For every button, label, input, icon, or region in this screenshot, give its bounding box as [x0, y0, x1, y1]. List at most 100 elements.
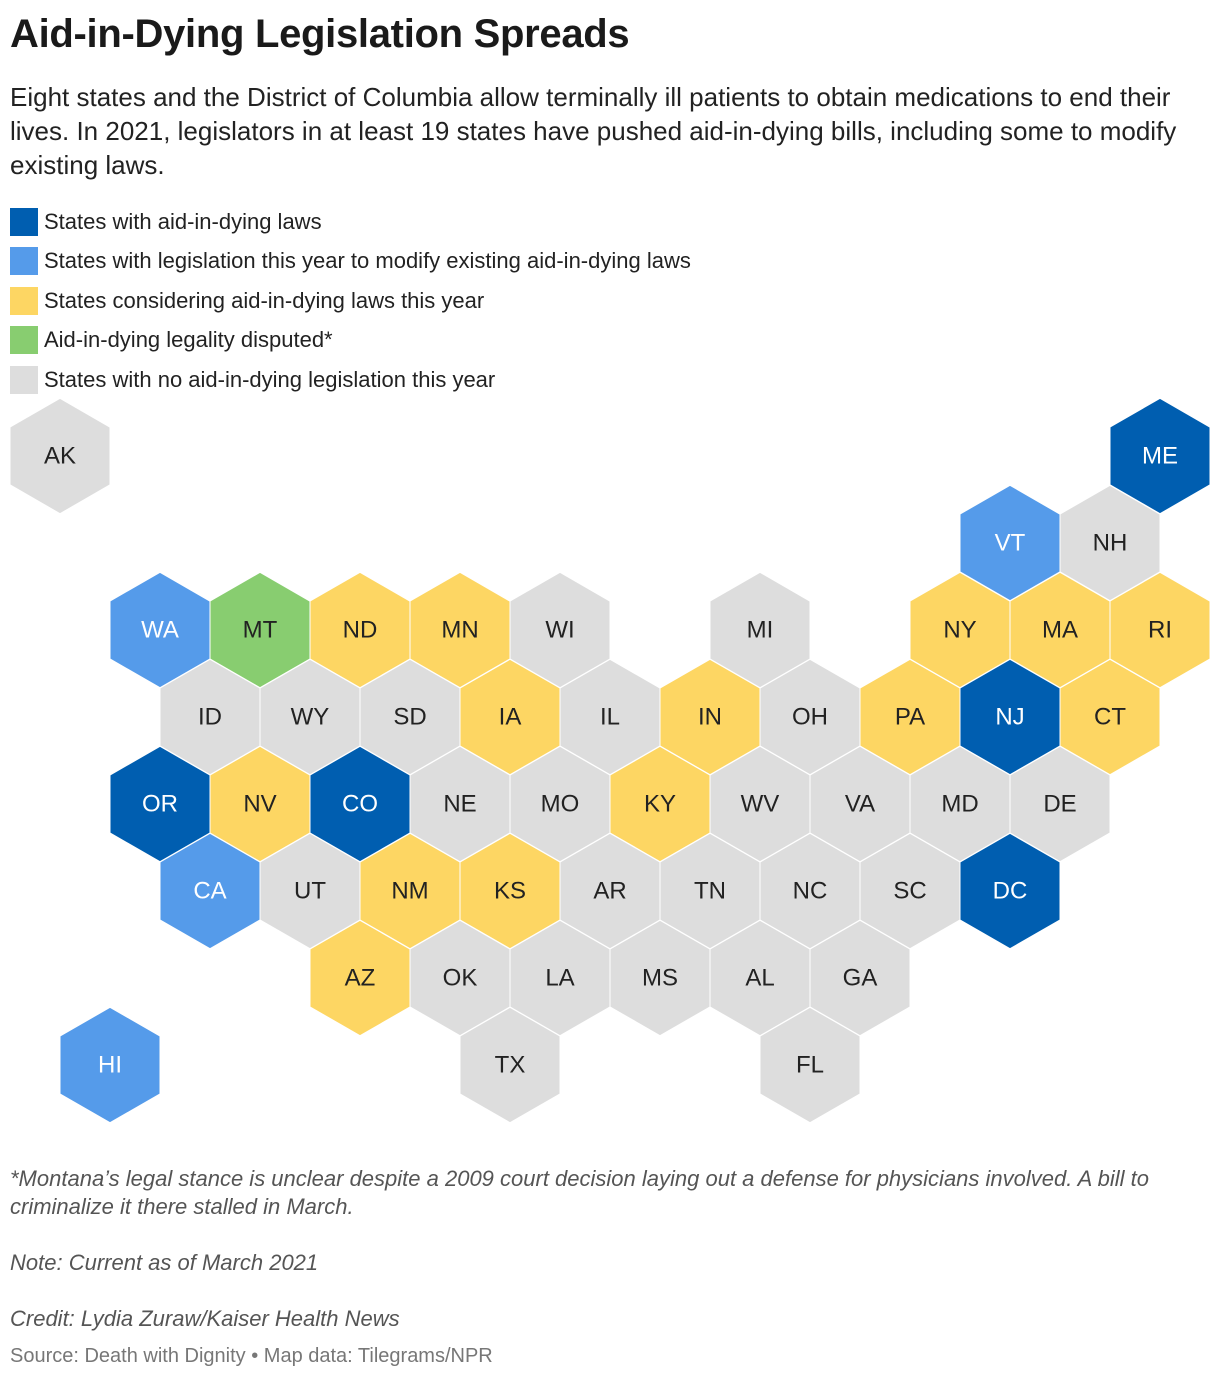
hex-map: AK ME VT NH WA MT ND MN WI MI NY MA RI ID WY SD IA IL IN OH…: [9, 397, 1211, 1124]
state-label-az: AZ: [345, 965, 376, 992]
state-label-nj: NJ: [995, 704, 1024, 731]
state-label-fl: FL: [796, 1052, 824, 1079]
state-label-ca: CA: [193, 878, 226, 905]
state-label-ar: AR: [593, 878, 626, 905]
state-tile-ky: KY: [609, 745, 711, 863]
state-label-me: ME: [1142, 443, 1178, 470]
state-label-nc: NC: [793, 878, 828, 905]
state-label-wa: WA: [141, 617, 179, 644]
state-tile-ny: NY: [909, 571, 1011, 689]
state-label-mo: MO: [541, 791, 580, 818]
state-label-ks: KS: [494, 878, 526, 905]
state-label-oh: OH: [792, 704, 828, 731]
state-label-in: IN: [698, 704, 722, 731]
legend-label-law: States with aid-in-dying laws: [44, 208, 322, 234]
state-label-ne: NE: [443, 791, 476, 818]
state-tile-nm: NM: [359, 832, 461, 950]
state-tile-ok: OK: [409, 919, 511, 1037]
state-label-ga: GA: [843, 965, 878, 992]
state-label-sd: SD: [393, 704, 426, 731]
state-tile-wi: WI: [509, 571, 611, 689]
state-label-mi: MI: [747, 617, 774, 644]
state-label-ct: CT: [1094, 704, 1126, 731]
legend-item-considering: States considering aid-in-dying laws thi…: [10, 281, 691, 321]
state-label-sc: SC: [893, 878, 926, 905]
state-label-md: MD: [941, 791, 978, 818]
state-label-va: VA: [845, 791, 875, 818]
state-label-ny: NY: [943, 617, 976, 644]
state-label-dc: DC: [993, 878, 1028, 905]
legend-item-none: States with no aid-in-dying legislation …: [10, 360, 691, 400]
legend-label-modify: States with legislation this year to mod…: [44, 248, 691, 274]
legend-item-modify: States with legislation this year to mod…: [10, 242, 691, 282]
state-label-nd: ND: [343, 617, 378, 644]
state-label-vt: VT: [995, 530, 1026, 557]
state-label-wv: WV: [741, 791, 780, 818]
state-label-ma: MA: [1042, 617, 1078, 644]
legend-swatch-none: [10, 365, 38, 394]
state-label-il: IL: [600, 704, 620, 731]
state-label-ut: UT: [294, 878, 326, 905]
state-tile-ak: AK: [9, 397, 111, 515]
state-label-ms: MS: [642, 965, 678, 992]
state-hex-ak: [9, 397, 111, 515]
state-label-ak: AK: [44, 443, 76, 470]
state-tile-va: VA: [809, 745, 911, 863]
state-tile-ri: RI: [1109, 571, 1211, 689]
legend-swatch-law: [10, 207, 38, 236]
state-tile-nc: NC: [759, 832, 861, 950]
state-tile-tx: TX: [459, 1006, 561, 1124]
state-label-tx: TX: [495, 1052, 526, 1079]
legend-label-disputed: Aid-in-dying legality disputed*: [44, 327, 333, 353]
page-title: Aid-in-Dying Legislation Spreads: [10, 12, 630, 56]
state-tile-ca: CA: [159, 832, 261, 950]
state-tile-wy: WY: [259, 658, 361, 776]
state-tile-vt: VT: [959, 484, 1061, 602]
state-tile-me: ME: [1109, 397, 1211, 515]
state-label-ri: RI: [1148, 617, 1172, 644]
state-tile-mt: MT: [209, 571, 311, 689]
footnote-montana: *Montana’s legal stance is unclear despi…: [10, 1166, 1149, 1219]
state-label-id: ID: [198, 704, 222, 731]
state-tile-mi: MI: [709, 571, 811, 689]
state-label-ok: OK: [443, 965, 478, 992]
state-label-ky: KY: [644, 791, 676, 818]
state-label-nh: NH: [1093, 530, 1128, 557]
state-label-nv: NV: [243, 791, 276, 818]
state-tile-il: IL: [559, 658, 661, 776]
state-label-pa: PA: [895, 704, 925, 731]
legend-label-considering: States considering aid-in-dying laws thi…: [44, 287, 485, 313]
state-tile-md: MD: [909, 745, 1011, 863]
state-label-al: AL: [745, 965, 774, 992]
state-label-hi: HI: [98, 1052, 122, 1079]
state-tile-ks: KS: [459, 832, 561, 950]
state-tile-hi: HI: [59, 1006, 161, 1124]
legend-swatch-considering: [10, 286, 38, 315]
legend-item-disputed: Aid-in-dying legality disputed*: [10, 321, 691, 361]
state-hex-dc: [959, 832, 1061, 950]
state-label-la: LA: [545, 965, 574, 992]
state-label-wi: WI: [545, 617, 574, 644]
state-label-or: OR: [142, 791, 178, 818]
legend-swatch-disputed: [10, 326, 38, 355]
legend-label-none: States with no aid-in-dying legislation …: [44, 366, 496, 392]
chart-description: Eight states and the District of Columbi…: [10, 82, 1177, 180]
footnote-note: Note: Current as of March 2021: [10, 1250, 319, 1275]
legend: States with aid-in-dying laws States wit…: [10, 202, 691, 400]
state-label-de: DE: [1043, 791, 1076, 818]
state-label-ia: IA: [499, 704, 522, 731]
state-tile-ut: UT: [259, 832, 361, 950]
state-tile-ga: GA: [809, 919, 911, 1037]
footnote-source: Source: Death with Dignity • Map data: T…: [10, 1345, 493, 1367]
state-tile-fl: FL: [759, 1006, 861, 1124]
legend-swatch-modify: [10, 247, 38, 276]
state-hex-fl: [759, 1006, 861, 1124]
state-tile-tn: TN: [659, 832, 761, 950]
state-label-co: CO: [342, 791, 378, 818]
state-label-mt: MT: [243, 617, 278, 644]
state-tile-dc: DC: [959, 832, 1061, 950]
state-label-wy: WY: [291, 704, 330, 731]
footnote-credit: Credit: Lydia Zuraw/Kaiser Health News: [10, 1306, 400, 1331]
state-hex-hi: [59, 1006, 161, 1124]
state-label-nm: NM: [391, 878, 428, 905]
